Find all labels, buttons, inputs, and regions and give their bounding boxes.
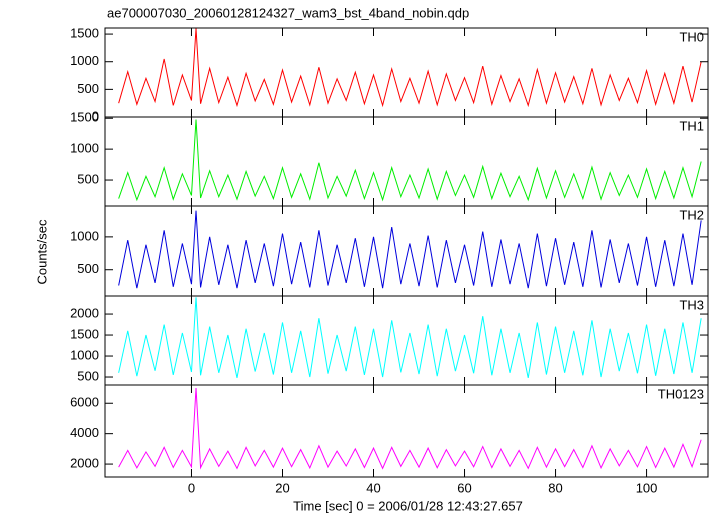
data-line	[118, 297, 702, 378]
y-tick-label: 4000	[70, 425, 99, 440]
x-tick-label: 40	[366, 480, 380, 495]
x-tick-label: 0	[188, 480, 195, 495]
data-line	[118, 28, 702, 108]
data-line	[118, 388, 702, 470]
y-tick-label: 500	[77, 368, 99, 383]
y-tick-label: 6000	[70, 395, 99, 410]
y-axis-label: Counts/sec	[34, 219, 49, 285]
y-tick-label: 1000	[70, 53, 99, 68]
y-tick-label: 500	[77, 81, 99, 96]
data-line	[118, 210, 702, 289]
series-label: TH3	[679, 297, 704, 312]
y-tick-label: 500	[77, 261, 99, 276]
series-label: TH1	[679, 118, 704, 133]
y-tick-label: 1500	[70, 110, 99, 125]
chart-title: ae700007030_20060128124327_wam3_bst_4ban…	[107, 5, 469, 20]
series-label: TH0	[679, 29, 704, 44]
y-tick-label: 0	[92, 108, 99, 123]
x-tick-label: 60	[457, 480, 471, 495]
x-axis-label: Time [sec] 0 = 2006/01/28 12:43:27.657	[293, 498, 523, 513]
x-tick-label: 20	[275, 480, 289, 495]
y-tick-label: 1500	[70, 26, 99, 41]
y-tick-label: 1500	[70, 326, 99, 341]
y-tick-label: 2000	[70, 456, 99, 471]
panel-frame	[104, 384, 709, 478]
y-tick-label: 1000	[70, 347, 99, 362]
series-label: TH0123	[658, 386, 704, 401]
y-tick-label: 2000	[70, 305, 99, 320]
x-tick-label: 100	[636, 480, 658, 495]
data-line	[118, 119, 702, 202]
y-tick-label: 1000	[70, 141, 99, 156]
x-tick-label: 80	[548, 480, 562, 495]
y-tick-label: 500	[77, 171, 99, 186]
y-tick-label: 1000	[70, 228, 99, 243]
series-label: TH2	[679, 207, 704, 222]
